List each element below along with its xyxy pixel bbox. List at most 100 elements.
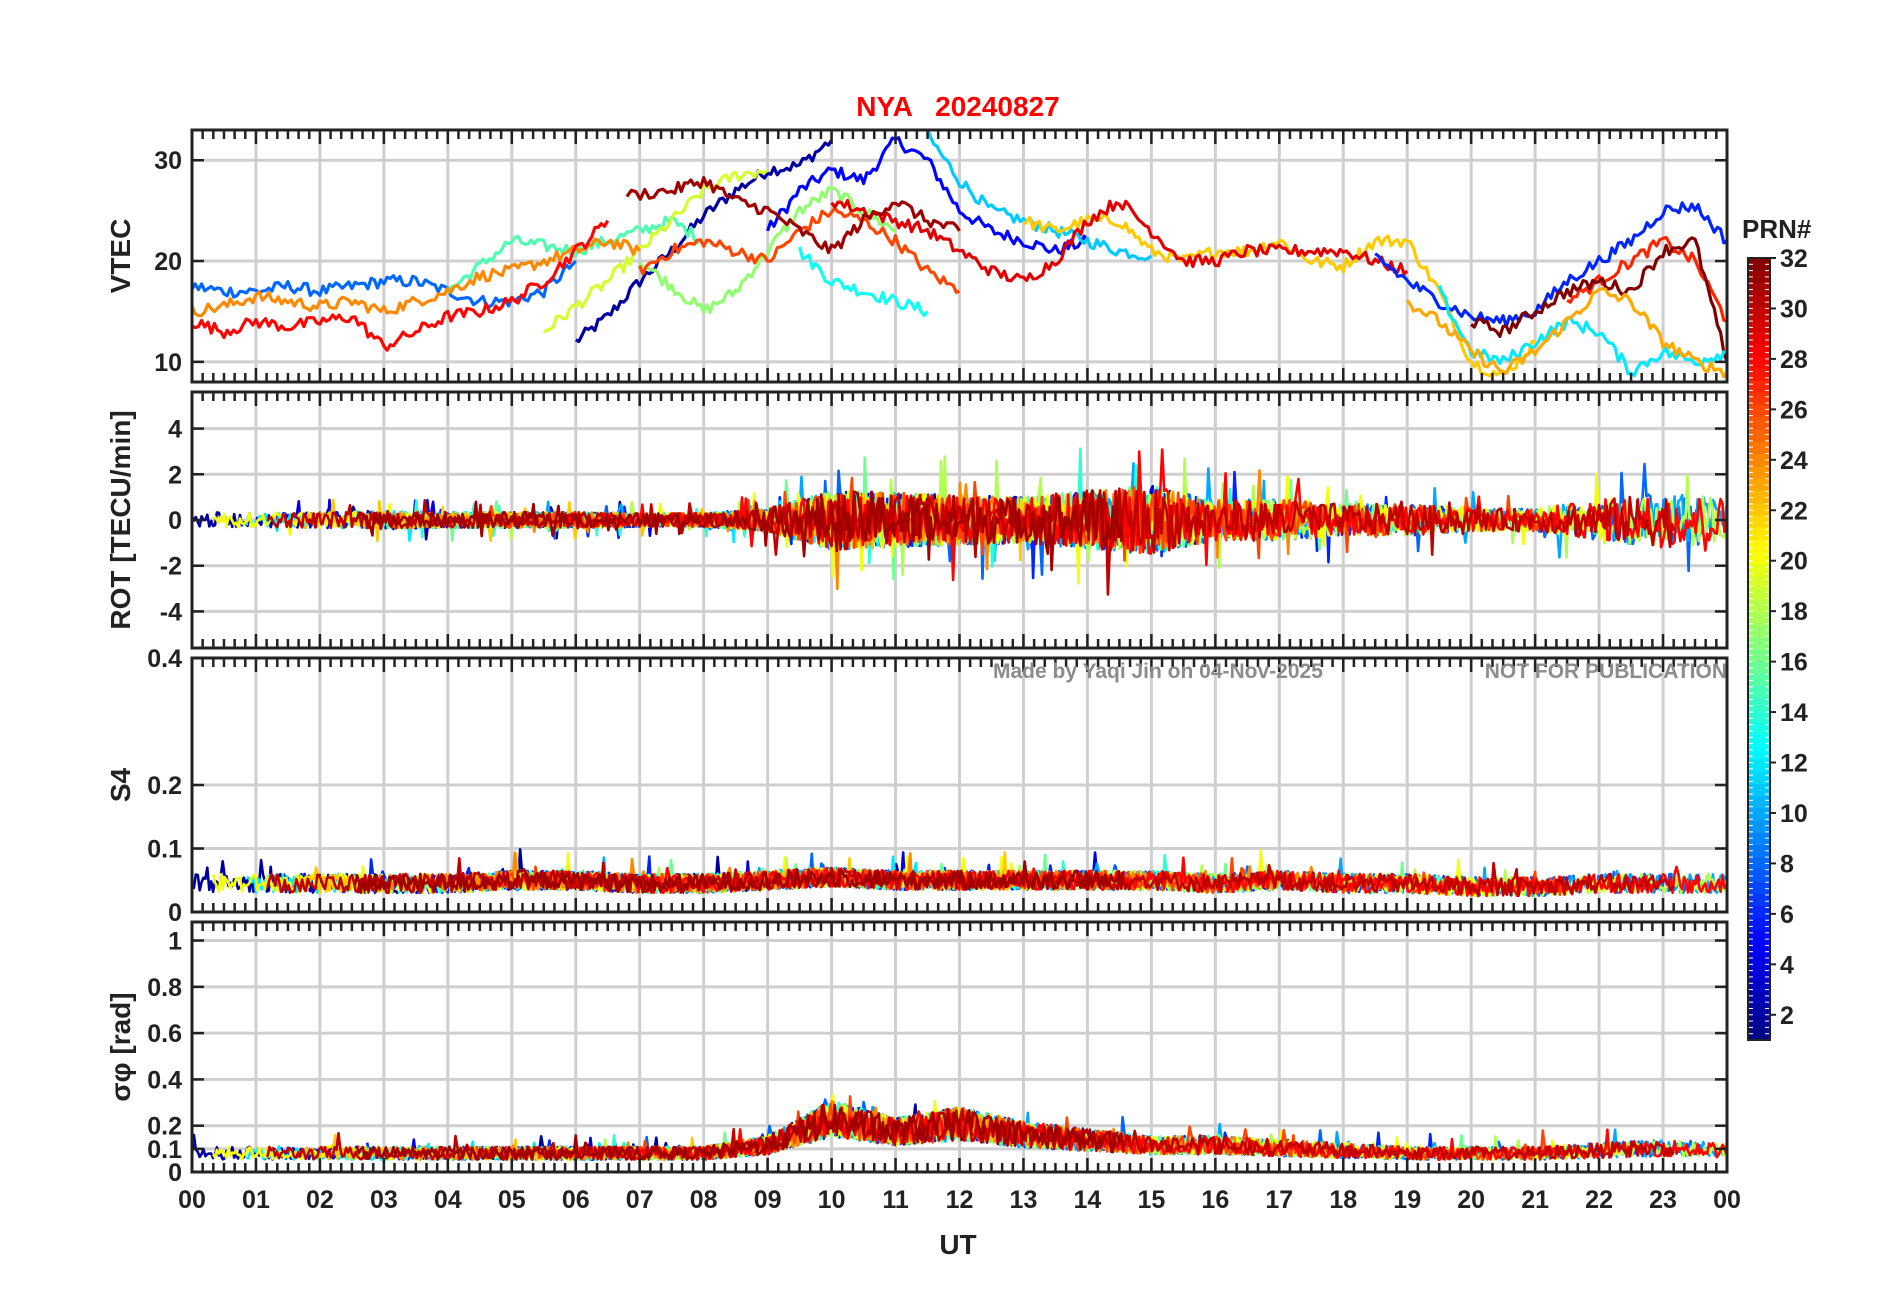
rot-data [192,447,1727,596]
x-tick-label: 21 [1521,1186,1549,1214]
colorbar-swatch [1748,587,1770,601]
colorbar-swatch [1748,856,1770,870]
colorbar-swatch [1748,367,1770,381]
colorbar-tick-label: 20 [1780,548,1808,576]
x-tick-label: 00 [178,1186,206,1214]
colorbar-swatch [1748,868,1770,882]
colorbar-swatch [1748,1015,1770,1029]
colorbar-tick-label: 10 [1780,800,1808,828]
colorbar-swatch [1748,758,1770,772]
vtec-series-prn-2 [575,139,833,344]
rot-y-tick-label: 0 [168,507,182,535]
s4-series-prn-31 [353,860,1124,894]
x-tick-label: 11 [882,1186,909,1214]
colorbar-swatch [1748,697,1770,711]
x-tick-label: 02 [306,1186,334,1214]
colorbar-swatch [1748,795,1770,809]
vtec-grid [192,130,1727,382]
colorbar-swatch [1748,416,1770,430]
x-tick-label: 03 [370,1186,398,1214]
s4-y-axis-label: S4 [105,767,136,802]
colorbar-swatch [1748,453,1770,467]
vtec-series-prn-17 [638,186,896,315]
colorbar-swatch [1748,820,1770,833]
sigphi-y-tick-label: 0.2 [147,1113,182,1141]
sigphi-series-prn-31 [354,1103,1124,1161]
chart-title: NYA 20240827 [856,91,1059,122]
colorbar-swatch [1748,392,1770,406]
vtec-series-prn-31 [625,176,961,255]
rot-y-tick-label: 2 [168,461,182,489]
colorbar-tick-label: 28 [1780,346,1808,374]
panel-rot: 4 2 0 -2 -4 ROT [TECU/min] [105,390,1729,650]
x-tick-label: 23 [1649,1186,1677,1214]
colorbar-tick-label: 26 [1780,396,1808,424]
x-tick-label: 05 [498,1186,526,1214]
colorbar-swatch [1748,404,1770,418]
colorbar-swatch [1748,649,1770,662]
s4-data [192,847,1727,898]
colorbar-swatch [1748,636,1770,650]
colorbar-tick-label: 30 [1780,295,1808,323]
panel-vtec: 10 20 30 VTEC [105,128,1729,384]
colorbar-swatch [1748,978,1770,992]
x-axis-label: UT [939,1229,976,1260]
s4-y-tick-label: 0 [168,899,182,927]
colorbar-swatch [1748,710,1770,723]
x-tick-label: 00 [1713,1186,1741,1214]
colorbar-tick-label: 8 [1780,850,1794,878]
colorbar-swatch [1748,771,1770,784]
colorbar-tick-label: 12 [1780,750,1808,778]
rot-x-ticks [190,392,1729,648]
colorbar-swatch [1748,783,1770,797]
colorbar-swatch [1748,306,1770,320]
x-tick-label: 17 [1265,1186,1293,1214]
colorbar-swatch [1748,575,1770,589]
colorbar-swatch [1748,844,1770,858]
x-tick-label: 08 [690,1186,718,1214]
sigphi-y-tick-label: 0.1 [147,1136,182,1164]
colorbar-tick-label: 18 [1780,598,1808,626]
x-tick-label: 07 [626,1186,654,1214]
colorbar-swatch [1748,685,1770,699]
s4-y-tick-label: 0.4 [147,645,182,673]
colorbar-swatch [1748,1027,1770,1041]
colorbar-swatch [1748,343,1770,357]
panel-s4: 0.4 0.2 0.1 0 S4 [105,645,1729,927]
vtec-series-prn-19 [542,168,769,334]
colorbar-swatch [1748,673,1770,687]
colorbar-swatch [1748,563,1770,577]
sigphi-y-tick-label: 0.4 [147,1066,182,1094]
colorbar-swatch [1748,930,1770,943]
colorbar-tick-label: 6 [1780,901,1794,929]
colorbar-swatch [1748,942,1770,955]
colorbar-tick-label: 24 [1780,447,1808,475]
colorbar-tick-label: 4 [1780,951,1794,979]
colorbar-swatch [1748,905,1770,919]
colorbar-swatch [1748,319,1770,332]
rot-y-tick-label: -4 [160,598,182,626]
vtec-y-tick-label: 20 [154,248,182,276]
colorbar-swatch [1748,294,1770,308]
vtec-series-prn-28 [192,219,610,352]
vtec-y-tick-label: 10 [154,349,182,377]
colorbar-swatch [1748,429,1770,442]
colorbar-tick-label: 14 [1780,699,1808,727]
vtec-data [192,130,1727,379]
sigphi-x-ticks [190,922,1729,1172]
vtec-series-prn-12 [1437,284,1727,378]
colorbar-swatch [1748,966,1770,980]
colorbar-swatch [1748,526,1770,540]
vtec-x-ticks [190,130,1729,382]
sigphi-y-axis-label: σφ [rad] [105,992,136,1101]
colorbar-swatch [1748,722,1770,736]
colorbar-swatch [1748,807,1770,821]
x-tick-label: 12 [946,1186,974,1214]
x-tick-label: 13 [1010,1186,1038,1214]
colorbar-swatch [1748,746,1770,760]
colorbar-tick-label: 22 [1780,497,1808,525]
vtec-series-prn-32 [1470,236,1727,363]
colorbar-swatch [1748,551,1770,564]
